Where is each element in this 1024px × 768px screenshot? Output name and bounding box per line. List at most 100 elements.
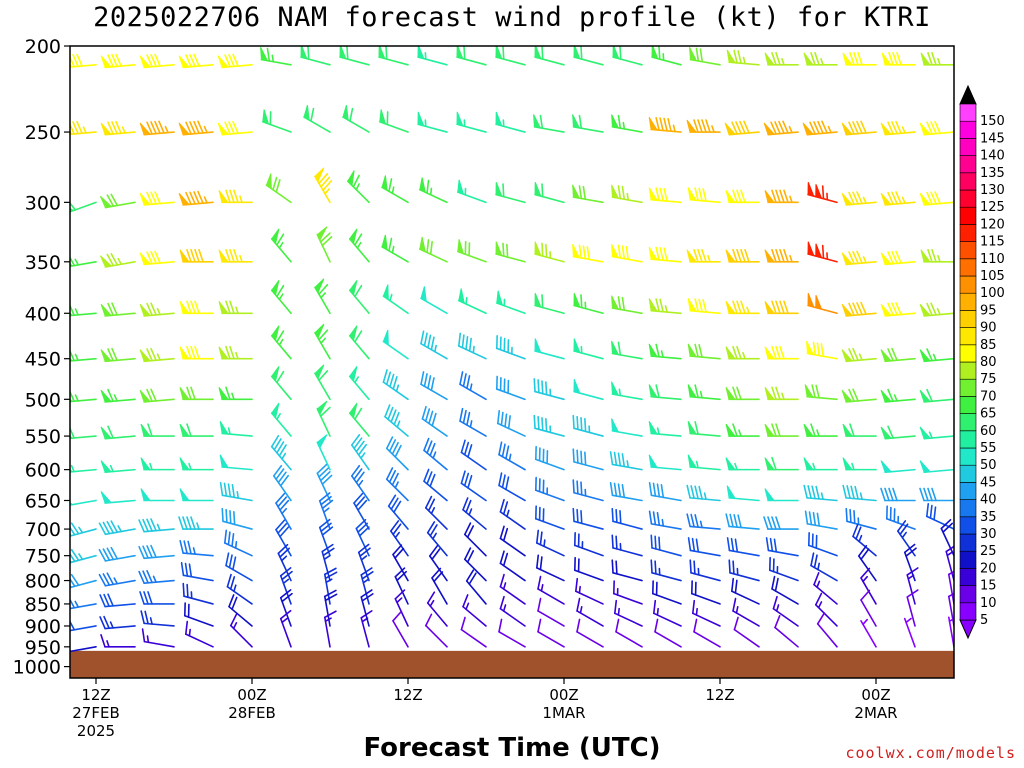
wind-barb xyxy=(179,345,214,360)
wind-barb xyxy=(1000,416,1024,436)
wind-barb xyxy=(384,404,409,437)
wind-barb xyxy=(270,325,292,360)
wind-barb xyxy=(219,420,253,437)
wind-barb xyxy=(687,420,721,437)
wind-barb xyxy=(653,599,682,627)
x-tick-label: 28FEB xyxy=(228,704,275,722)
x-tick-label: 1MAR xyxy=(542,704,585,722)
wind-barb xyxy=(919,120,954,136)
wind-barb xyxy=(919,426,954,440)
wind-barb xyxy=(417,46,448,66)
wind-barb xyxy=(906,567,919,605)
wind-barb xyxy=(880,347,916,363)
wind-barb xyxy=(533,114,565,133)
wind-barb xyxy=(613,580,643,605)
wind-barb xyxy=(221,507,253,530)
colorbar-swatch xyxy=(959,568,977,586)
colorbar-label: 85 xyxy=(980,338,997,353)
wind-barb xyxy=(733,616,760,648)
wind-barb xyxy=(100,491,136,504)
wind-barb xyxy=(725,423,760,437)
wind-barb xyxy=(495,111,526,133)
colorbar-swatch xyxy=(959,138,977,156)
wind-barb xyxy=(576,597,604,627)
colorbar-label: 105 xyxy=(980,269,1005,284)
colorbar-label: 90 xyxy=(980,321,997,336)
wind-barb xyxy=(919,460,954,474)
wind-barb xyxy=(803,52,838,66)
wind-barb xyxy=(573,292,604,315)
colorbar-swatch xyxy=(959,378,977,397)
wind-barb xyxy=(179,488,214,502)
wind-barb xyxy=(394,567,409,605)
wind-barb xyxy=(724,120,760,136)
wind-barb xyxy=(179,423,214,437)
colorbar-label: 25 xyxy=(980,544,997,559)
wind-barb xyxy=(686,513,721,530)
wind-barb xyxy=(533,414,565,437)
wind-barb xyxy=(614,599,643,627)
wind-barb xyxy=(691,580,721,605)
wind-barb xyxy=(652,580,682,605)
wind-barb xyxy=(70,120,97,136)
colorbar-label: 75 xyxy=(980,372,997,387)
colorbar-label: 100 xyxy=(980,286,1005,301)
wind-barb xyxy=(534,46,565,66)
colorbar-label: 5 xyxy=(980,613,988,628)
wind-barb xyxy=(224,529,253,557)
wind-barb xyxy=(426,591,448,627)
wind-barb xyxy=(919,302,954,317)
wind-barb xyxy=(260,47,292,66)
wind-barb xyxy=(611,244,643,263)
wind-barb xyxy=(537,597,565,627)
colorbar-swatch xyxy=(959,464,977,483)
wind-barb xyxy=(841,191,877,206)
wind-barb xyxy=(314,167,333,204)
wind-barb xyxy=(611,418,643,437)
wind-barb xyxy=(265,173,292,204)
wind-barb xyxy=(886,505,916,530)
wind-barb xyxy=(687,187,721,204)
wind-barb xyxy=(182,582,214,605)
wind-barb xyxy=(318,492,334,530)
wind-barb xyxy=(138,544,175,560)
wind-barb xyxy=(726,49,760,66)
colorbar-label: 140 xyxy=(980,149,1005,164)
wind-barb xyxy=(218,248,253,263)
wind-barb xyxy=(381,175,409,204)
wind-barb xyxy=(139,302,175,317)
wind-barb xyxy=(648,384,682,401)
wind-barb xyxy=(348,366,370,401)
wind-barb xyxy=(139,388,175,403)
wind-barb xyxy=(70,494,97,507)
wind-barb xyxy=(275,492,292,530)
wind-barb xyxy=(385,467,409,502)
wind-barb xyxy=(348,279,370,315)
wind-barb xyxy=(689,559,721,582)
wind-barb xyxy=(881,52,916,66)
wind-barb xyxy=(218,300,253,315)
wind-barb xyxy=(534,338,565,360)
wind-barb xyxy=(179,386,214,401)
wind-barb xyxy=(732,597,760,627)
wind-barb xyxy=(459,407,487,437)
wind-barb xyxy=(609,451,643,471)
colorbar-swatch xyxy=(959,499,977,518)
wind-barb xyxy=(178,120,214,136)
wind-barb xyxy=(686,248,721,263)
wind-barb xyxy=(648,510,682,530)
colorbar-label: 115 xyxy=(980,235,1005,250)
wind-barb xyxy=(462,497,487,530)
wind-barb xyxy=(456,111,487,133)
wind-barb xyxy=(460,470,487,502)
colorbar-swatch xyxy=(959,103,977,122)
colorbar-label: 135 xyxy=(980,166,1005,181)
wind-barb xyxy=(458,332,487,360)
wind-barb xyxy=(765,537,799,557)
x-axis-title: Forecast Time (UTC) xyxy=(363,733,661,763)
colorbar-swatch xyxy=(959,258,977,277)
wind-barb xyxy=(573,46,604,66)
wind-barb xyxy=(880,120,916,136)
wind-barb xyxy=(270,402,292,437)
wind-barb xyxy=(462,594,487,627)
